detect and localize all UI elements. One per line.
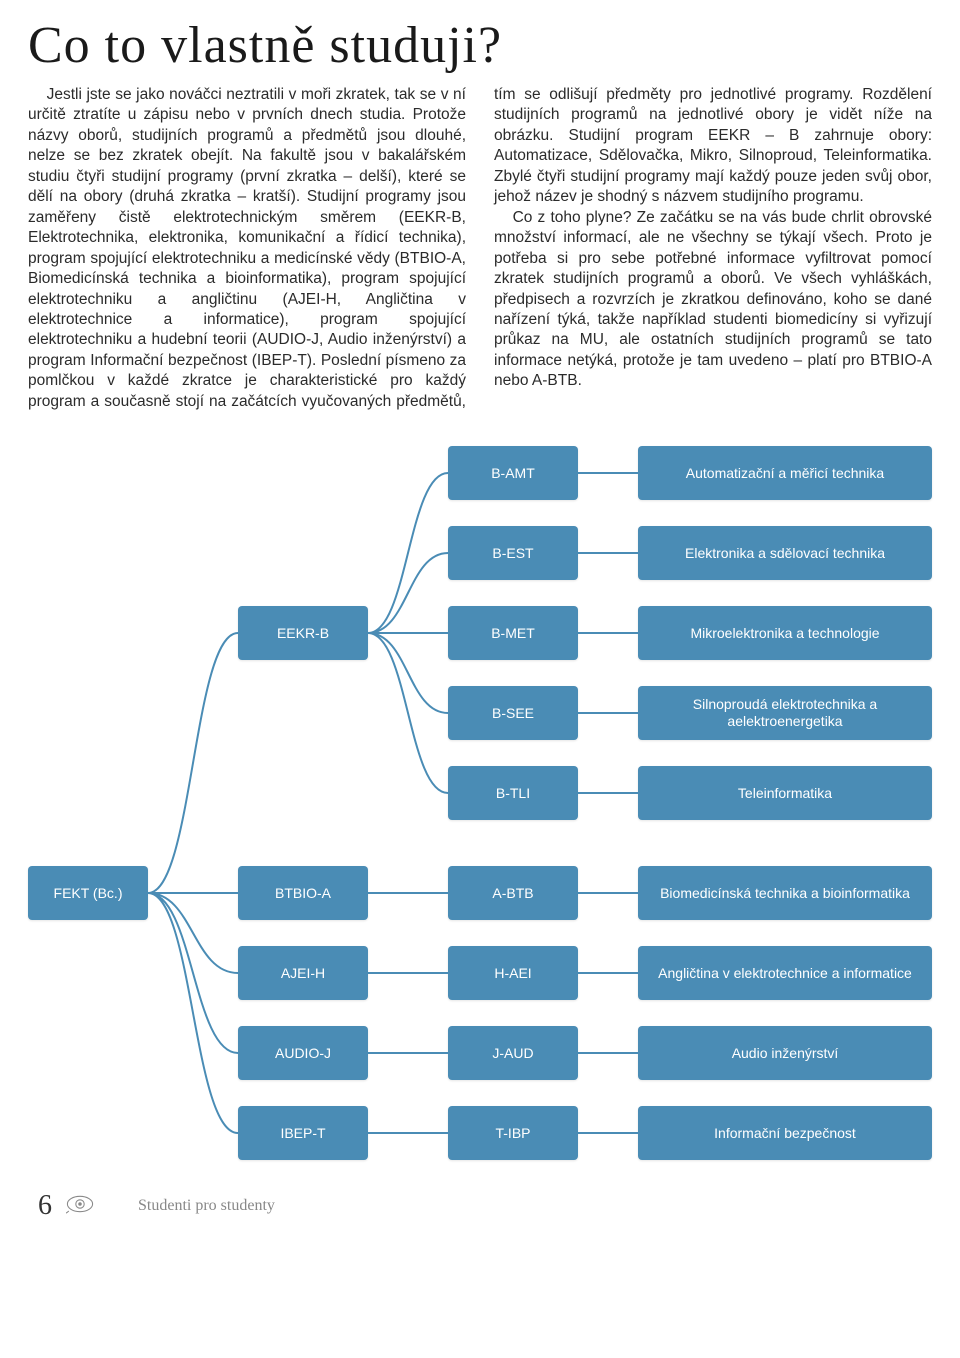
connector-1: [578, 551, 638, 555]
tree-code-8: T-IBP: [448, 1106, 578, 1160]
tree-root: FEKT (Bc.): [28, 866, 148, 920]
bracket-prog-4: [368, 1129, 448, 1137]
tree-program-4: IBEP-T: [238, 1106, 368, 1160]
connector-0: [578, 471, 638, 475]
connector-7: [578, 1051, 638, 1055]
tree-program-3: AUDIO-J: [238, 1026, 368, 1080]
connector-3: [578, 711, 638, 715]
bracket-prog-2: [368, 969, 448, 977]
connector-6: [578, 971, 638, 975]
tree-program-0: EEKR-B: [238, 606, 368, 660]
tree-desc-6: Angličtina v elektrotechnice a informati…: [638, 946, 932, 1000]
tree-code-2: B-MET: [448, 606, 578, 660]
tree-code-0: B-AMT: [448, 446, 578, 500]
tree-program-2: AJEI-H: [238, 946, 368, 1000]
page-title: Co to vlastně studuji?: [28, 16, 932, 75]
tree-desc-8: Informační bezpečnost: [638, 1106, 932, 1160]
tree-desc-0: Automatizační a měřicí technika: [638, 446, 932, 500]
program-tree-diagram: FEKT (Bc.) EEKR-B BTBIO-A AJEI-H AUDIO-J IBEP…: [28, 436, 932, 1176]
connector-5: [578, 891, 638, 895]
tree-code-6: H-AEI: [448, 946, 578, 1000]
tree-code-5: A-BTB: [448, 866, 578, 920]
tree-desc-2: Mikroelektronika a technologie: [638, 606, 932, 660]
body-para-2: Co z toho plyne? Ze začátku se na vás bu…: [494, 208, 932, 392]
connector-2: [578, 631, 638, 635]
tree-desc-3: Silnoproudá elektrotechnika a aelektroen…: [638, 686, 932, 740]
bracket-root: [148, 629, 238, 1137]
tree-desc-4: Teleinformatika: [638, 766, 932, 820]
tree-desc-1: Elektronika a sdělovací technika: [638, 526, 932, 580]
page-footer: 6 Studenti pro studenty: [28, 1184, 932, 1234]
tree-code-3: B-SEE: [448, 686, 578, 740]
tree-code-4: B-TLI: [448, 766, 578, 820]
footer-tagline: Studenti pro studenty: [138, 1197, 275, 1215]
tree-code-7: J-AUD: [448, 1026, 578, 1080]
bracket-prog-0: [368, 469, 448, 797]
body-text: Jestli jste se jako nováčci neztratili v…: [28, 85, 932, 412]
bracket-prog-1: [368, 889, 448, 897]
tree-program-1: BTBIO-A: [238, 866, 368, 920]
connector-4: [578, 791, 638, 795]
page-number: 6: [38, 1190, 52, 1222]
tree-desc-5: Biomedicínská technika a bioinformatika: [638, 866, 932, 920]
eye-icon: [66, 1194, 94, 1219]
bracket-prog-3: [368, 1049, 448, 1057]
tree-desc-7: Audio inženýrství: [638, 1026, 932, 1080]
connector-8: [578, 1131, 638, 1135]
tree-code-1: B-EST: [448, 526, 578, 580]
